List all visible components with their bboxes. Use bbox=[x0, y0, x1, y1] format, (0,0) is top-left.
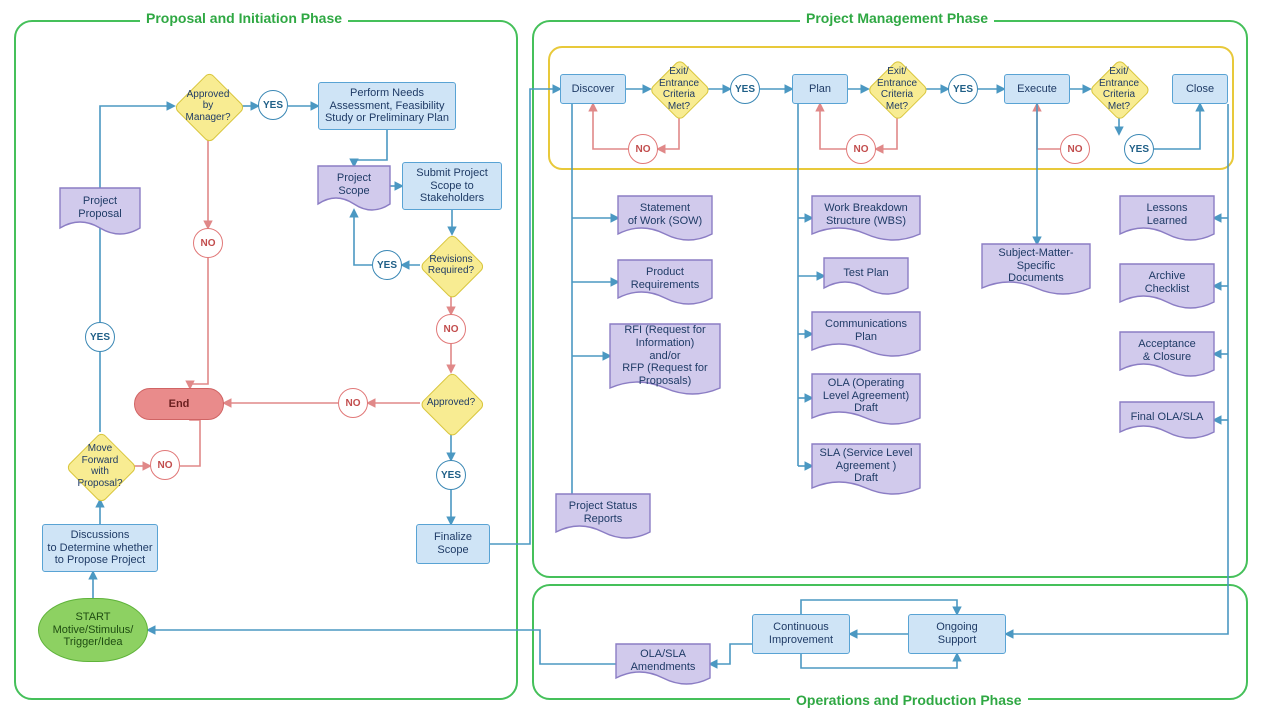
process-plan: Plan bbox=[792, 74, 848, 104]
no-circle-no_apprMgr: NO bbox=[193, 228, 223, 258]
process-submit: Submit Project Scope to Stakeholders bbox=[402, 162, 502, 210]
doc-archive: Archive Checklist bbox=[1120, 264, 1214, 302]
doc-accept: Acceptance & Closure bbox=[1120, 332, 1214, 370]
yes-circle-yes_approved: YES bbox=[436, 460, 466, 490]
process-ongoing: Ongoing Support bbox=[908, 614, 1006, 654]
decision-apprMgr: Approved by Manager? bbox=[174, 72, 242, 140]
doc-sow: Statement of Work (SOW) bbox=[618, 196, 712, 234]
pm-phase-label: Project Management Phase bbox=[800, 10, 994, 26]
decision-moveFwd: Move Forward with Proposal? bbox=[66, 432, 134, 500]
doc-projScope: Project Scope bbox=[318, 166, 390, 204]
diamond-label: Exit/ Entrance Criteria Met? bbox=[1097, 66, 1142, 112]
process-disc: Discussions to Determine whether to Prop… bbox=[42, 524, 158, 572]
decision-crit1: Exit/ Entrance Criteria Met? bbox=[650, 60, 708, 118]
doc-wbs: Work Breakdown Structure (WBS) bbox=[812, 196, 920, 234]
yes-circle-yes_apprMgr: YES bbox=[258, 90, 288, 120]
cloud-start: START Motive/Stimulus/ Trigger/Idea bbox=[38, 598, 148, 662]
doc-finalOla: Final OLA/SLA bbox=[1120, 402, 1214, 432]
no-circle-no_c2: NO bbox=[846, 134, 876, 164]
doc-lessons: Lessons Learned bbox=[1120, 196, 1214, 234]
process-continuous: Continuous Improvement bbox=[752, 614, 850, 654]
yes-circle-yes_c1: YES bbox=[730, 74, 760, 104]
doc-testPlan: Test Plan bbox=[824, 258, 908, 288]
doc-sme: Subject-Matter- Specific Documents bbox=[982, 244, 1090, 288]
diamond-label: Exit/ Entrance Criteria Met? bbox=[875, 66, 920, 112]
doc-olaDraft: OLA (Operating Level Agreement) Draft bbox=[812, 374, 920, 418]
decision-crit3: Exit/ Entrance Criteria Met? bbox=[1090, 60, 1148, 118]
diamond-label: Exit/ Entrance Criteria Met? bbox=[657, 66, 702, 112]
doc-psr: Project Status Reports bbox=[556, 494, 650, 532]
proposal-phase-label: Proposal and Initiation Phase bbox=[140, 10, 348, 26]
diamond-label: Move Forward with Proposal? bbox=[73, 443, 127, 489]
no-circle-no_c3: NO bbox=[1060, 134, 1090, 164]
doc-slaDraft: SLA (Service Level Agreement ) Draft bbox=[812, 444, 920, 488]
decision-approved: Approved? bbox=[420, 372, 482, 434]
yes-circle-yes_c3: YES bbox=[1124, 134, 1154, 164]
process-discover: Discover bbox=[560, 74, 626, 104]
process-close: Close bbox=[1172, 74, 1228, 104]
ops-phase-box bbox=[532, 584, 1248, 700]
process-execute: Execute bbox=[1004, 74, 1070, 104]
no-circle-no_moveFwd: NO bbox=[150, 450, 180, 480]
yes-circle-yes_c2: YES bbox=[948, 74, 978, 104]
diamond-label: Approved by Manager? bbox=[181, 89, 235, 124]
terminator-end: End bbox=[134, 388, 224, 420]
doc-prodReq: Product Requirements bbox=[618, 260, 712, 298]
no-circle-no_revReq: NO bbox=[436, 314, 466, 344]
no-circle-no_c1: NO bbox=[628, 134, 658, 164]
no-circle-no_approved: NO bbox=[338, 388, 368, 418]
diamond-label: Revisions Required? bbox=[427, 254, 476, 277]
doc-comms: Communications Plan bbox=[812, 312, 920, 350]
yes-circle-yes_moveFwd: YES bbox=[85, 322, 115, 352]
process-needs: Perform Needs Assessment, Feasibility St… bbox=[318, 82, 456, 130]
doc-rfi: RFI (Request for Information) and/or RFP… bbox=[610, 324, 720, 388]
doc-propDoc: Project Proposal bbox=[60, 188, 140, 228]
yes-circle-yes_revReq: YES bbox=[372, 250, 402, 280]
ops-phase-label: Operations and Production Phase bbox=[790, 692, 1028, 708]
diamond-label: Approved? bbox=[427, 397, 476, 409]
decision-revReq: Revisions Required? bbox=[420, 234, 482, 296]
decision-crit2: Exit/ Entrance Criteria Met? bbox=[868, 60, 926, 118]
process-finalize: Finalize Scope bbox=[416, 524, 490, 564]
doc-olaAmend: OLA/SLA Amendments bbox=[616, 644, 710, 678]
